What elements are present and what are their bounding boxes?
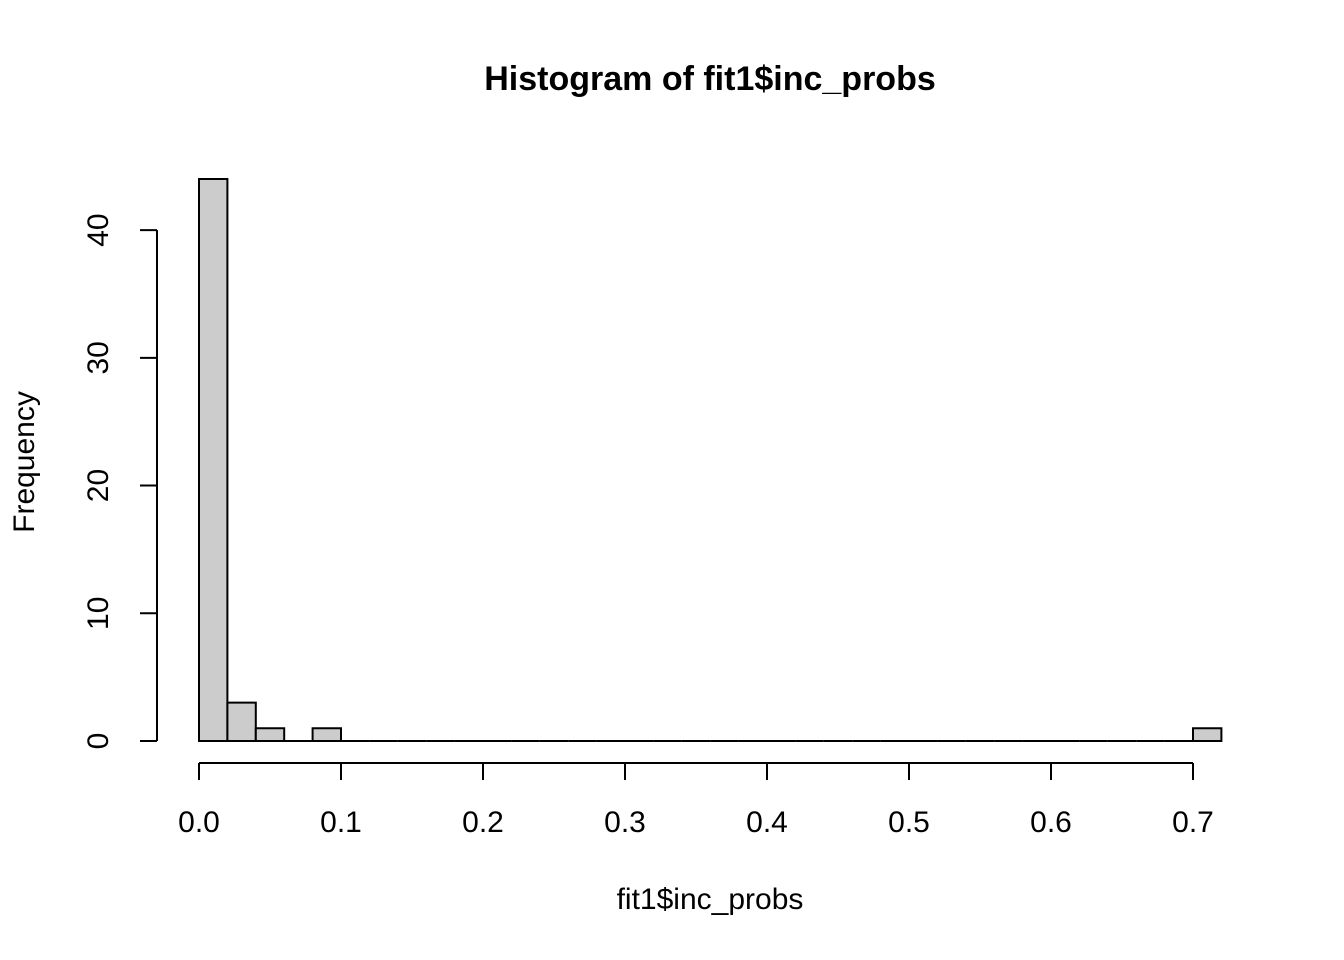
- y-tick-label: 30: [82, 341, 115, 374]
- y-tick-label: 20: [82, 469, 115, 502]
- x-tick-label: 0.1: [320, 806, 362, 839]
- y-tick-label: 40: [82, 213, 115, 246]
- x-tick-label: 0.5: [888, 806, 930, 839]
- y-tick-label: 10: [82, 597, 115, 630]
- x-tick-label: 0.2: [462, 806, 504, 839]
- y-tick-label: 0: [82, 733, 115, 750]
- bar: [254, 727, 286, 742]
- bar: [226, 701, 257, 742]
- x-tick-label: 0.7: [1172, 806, 1214, 839]
- chart-title: Histogram of fit1$inc_probs: [484, 60, 936, 98]
- bar: [1192, 727, 1223, 742]
- bar: [311, 727, 342, 742]
- y-axis-label: Frequency: [8, 391, 41, 533]
- x-tick-label: 0.4: [746, 806, 788, 839]
- x-tick-label: 0.6: [1030, 806, 1072, 839]
- x-axis-label: fit1$inc_probs: [617, 883, 804, 916]
- bar: [198, 178, 229, 742]
- x-tick-label: 0.0: [178, 806, 220, 839]
- x-tick-label: 0.3: [604, 806, 646, 839]
